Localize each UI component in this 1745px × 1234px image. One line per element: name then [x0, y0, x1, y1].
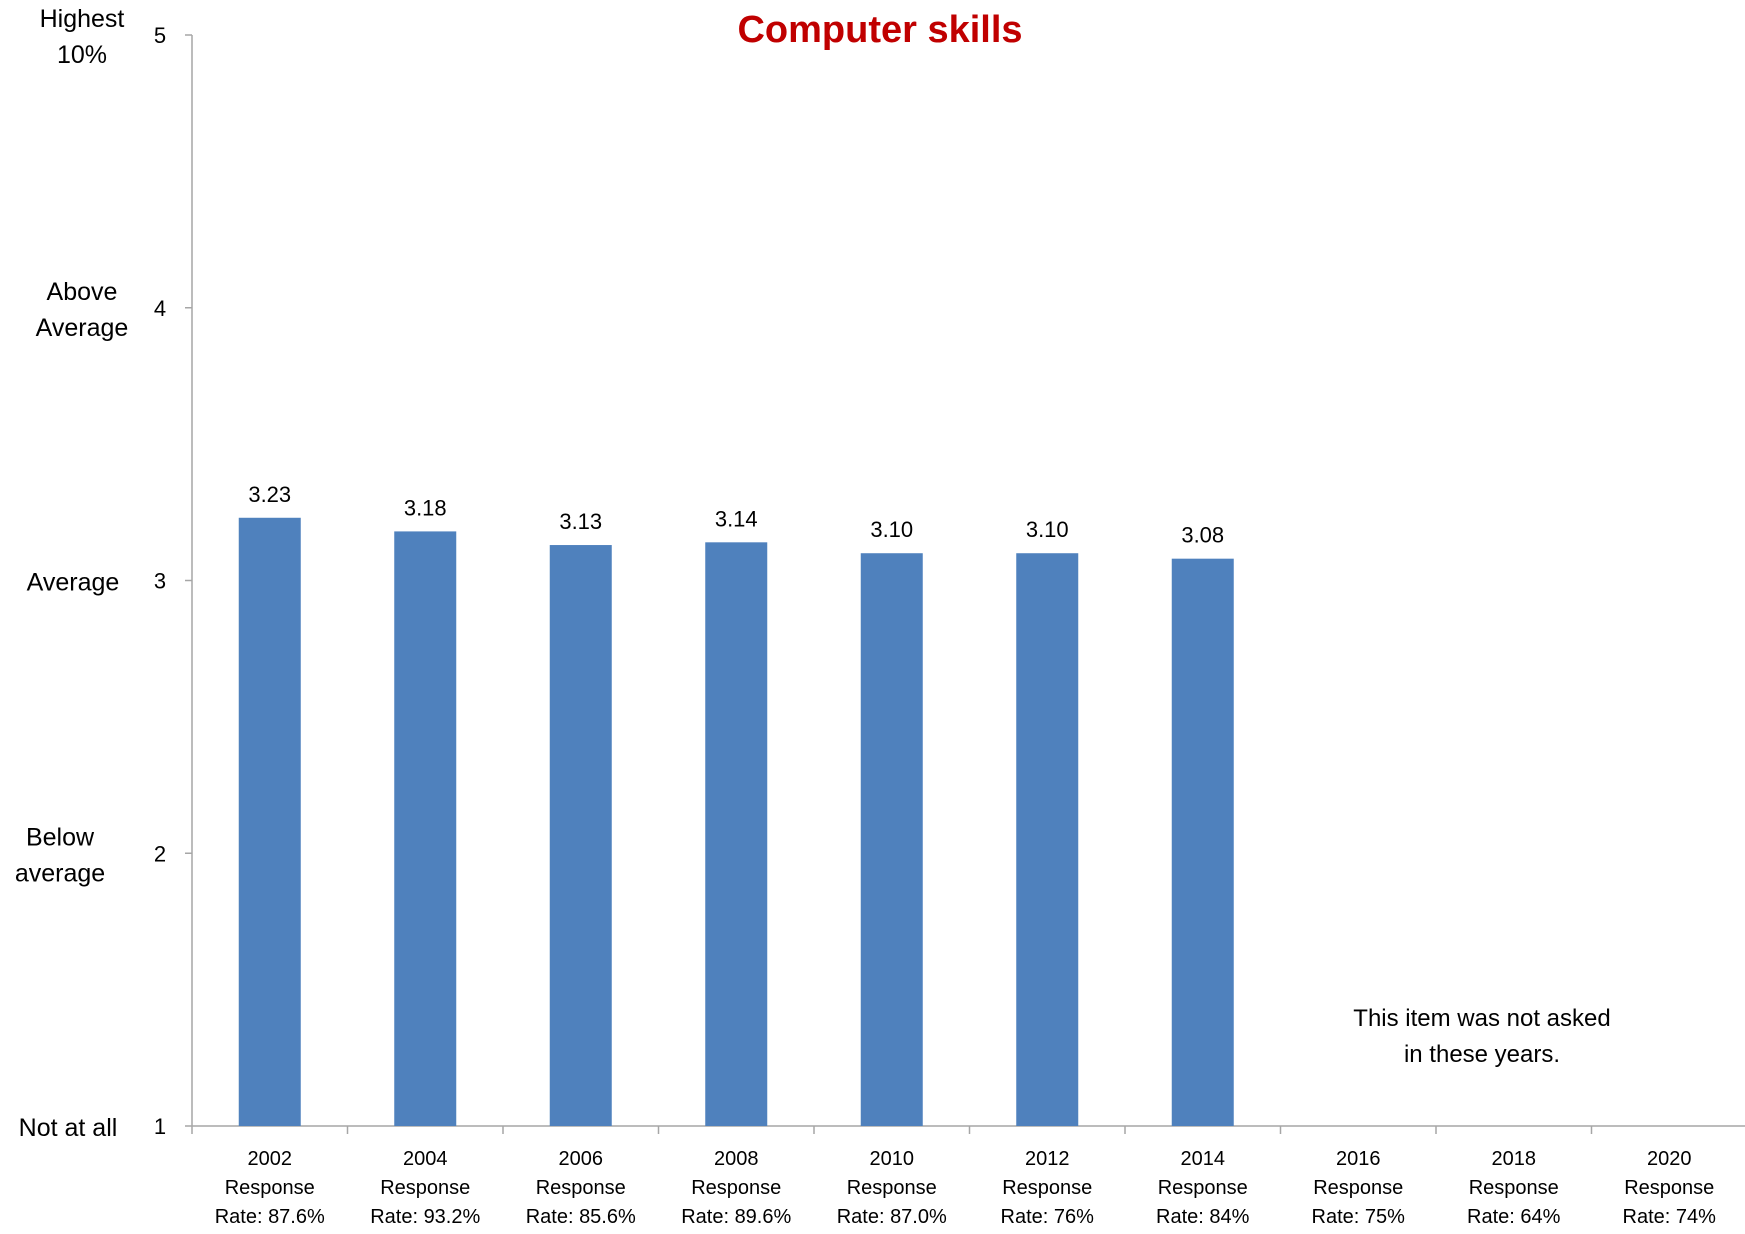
bar	[705, 542, 768, 1126]
x-tick-label: Rate: 87.6%	[215, 1206, 325, 1228]
y-category-label: 10%	[57, 41, 107, 69]
x-tick-label: Response	[1624, 1177, 1714, 1199]
x-tick-label: Response	[847, 1177, 937, 1199]
x-tick-label: 2012	[1025, 1148, 1070, 1170]
bar	[1171, 558, 1234, 1126]
y-tick-label: 3	[154, 569, 166, 594]
y-axis: 5 Highest 10% 4 Above Average 3 Average 2 Below av…	[15, 5, 193, 1142]
x-tick-label: 2002	[248, 1148, 293, 1170]
x-tick-label: Rate: 85.6%	[526, 1206, 636, 1228]
x-tick-label: 2010	[870, 1148, 915, 1170]
x-tick-label: Rate: 84%	[1156, 1206, 1250, 1228]
annotation-line: in these years.	[1404, 1041, 1560, 1068]
x-tick-label: 2020	[1647, 1148, 1692, 1170]
data-labels: 3.23 3.18 3.13 3.14 3.10 3.10 3.08	[248, 482, 1224, 548]
bar-series	[238, 517, 1234, 1126]
x-tick-label: Rate: 87.0%	[837, 1206, 947, 1228]
y-tick-label: 2	[154, 841, 166, 866]
chart-title: Computer skills	[737, 9, 1022, 51]
x-tick-label: Rate: 74%	[1623, 1206, 1717, 1228]
x-tick-label: Response	[1158, 1177, 1248, 1199]
x-tick-label: Response	[1002, 1177, 1092, 1199]
x-tick-label: 2004	[403, 1148, 448, 1170]
x-tick-label: 2008	[714, 1148, 759, 1170]
y-category-label: Below	[26, 823, 95, 851]
x-tick-label: Response	[1469, 1177, 1559, 1199]
y-category-label: Highest	[40, 5, 125, 33]
not-asked-annotation: This item was not asked in these years.	[1353, 1005, 1610, 1068]
x-tick-label: 2014	[1181, 1148, 1226, 1170]
x-tick-label: 2016	[1336, 1148, 1381, 1170]
data-label: 3.13	[559, 509, 602, 534]
bar	[549, 545, 612, 1126]
y-tick-label: 5	[154, 23, 166, 48]
x-tick-label: Rate: 93.2%	[370, 1206, 480, 1228]
bar	[1016, 553, 1079, 1126]
y-category-label: Not at all	[19, 1114, 118, 1142]
y-tick-label: 1	[154, 1114, 166, 1139]
y-category-label: Average	[27, 569, 120, 597]
data-label: 3.10	[1026, 517, 1069, 542]
y-category-label: Above	[47, 278, 118, 306]
y-category-label: average	[15, 859, 105, 887]
data-label: 3.18	[404, 495, 447, 520]
x-tick-label: Response	[536, 1177, 626, 1199]
x-tick-label: Response	[380, 1177, 470, 1199]
x-tick-label: 2018	[1492, 1148, 1537, 1170]
x-axis: 2002 Response Rate: 87.6% 2004 Response Rate:…	[191, 1125, 1745, 1228]
y-category-label: Average	[36, 314, 129, 342]
x-tick-label: Rate: 89.6%	[681, 1206, 791, 1228]
bar	[394, 531, 457, 1126]
bar	[238, 517, 301, 1126]
data-label: 3.10	[870, 517, 913, 542]
x-tick-label: Response	[225, 1177, 315, 1199]
x-tick-label: Rate: 64%	[1467, 1206, 1561, 1228]
data-label: 3.08	[1181, 523, 1224, 548]
annotation-line: This item was not asked	[1353, 1005, 1610, 1032]
data-label: 3.14	[715, 506, 758, 531]
x-tick-label: Rate: 75%	[1312, 1206, 1406, 1228]
y-tick-label: 4	[154, 296, 166, 321]
x-tick-label: Response	[691, 1177, 781, 1199]
bar	[860, 553, 923, 1126]
x-tick-label: Response	[1313, 1177, 1403, 1199]
x-tick-label: Rate: 76%	[1001, 1206, 1095, 1228]
x-tick-label: 2006	[559, 1148, 604, 1170]
data-label: 3.23	[248, 482, 291, 507]
